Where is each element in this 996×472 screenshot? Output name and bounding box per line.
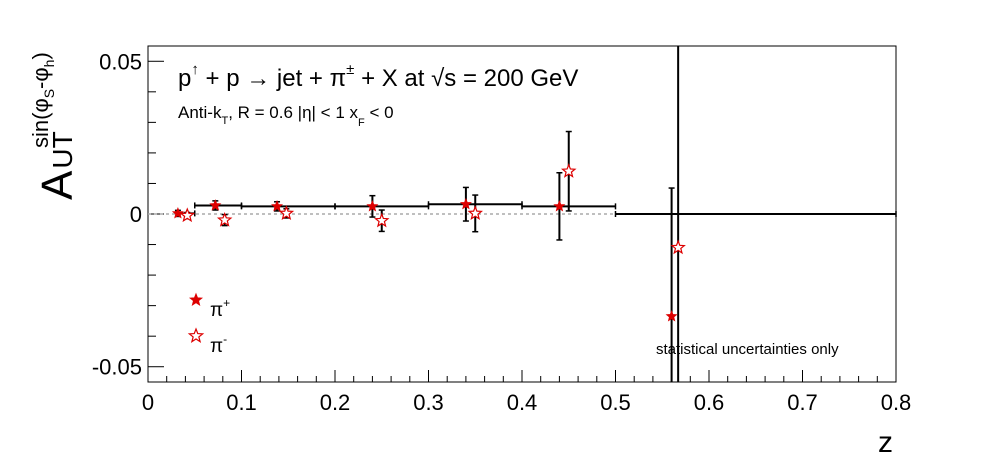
marker-pi-plus [209,199,222,211]
y-tick-label: -0.05 [92,355,142,380]
y-tick-label: 0.05 [99,49,142,74]
marker-pi-plus [366,200,379,212]
x-axis-title: z [878,426,893,459]
marker-pi-minus [670,239,686,255]
svg-text:sin(φS-φh): sin(φS-φh) [28,52,57,148]
svg-text:AUT: AUT [33,131,82,200]
marker-pi-plus [270,200,284,212]
legend-marker-pi-plus [188,292,204,306]
x-tick-label: 0 [142,390,154,415]
chart-title: p↑ + p → jet + π± + X at √s = 200 GeV [178,61,578,92]
chart-subtitle: Anti-kT, R = 0.6 |η| < 1 xF < 0 [178,103,394,129]
x-tick-label: 0.3 [413,390,444,415]
x-tick-label: 0.6 [694,390,725,415]
marker-pi-plus [553,200,566,212]
y-axis-title: AUT sin(φS-φh) [28,52,82,200]
marker-pi-minus [373,212,390,228]
x-tick-label: 0.4 [507,390,538,415]
data-markers [171,163,686,322]
legend-label-pi-plus: π+ [210,296,230,321]
legend-star-open [187,327,205,344]
legend-label-pi-minus: π- [210,332,227,357]
marker-pi-plus [459,197,472,210]
uncertainty-note: statistical uncertainties only [656,341,839,358]
marker-pi-minus [467,205,484,220]
x-tick-label: 0.8 [881,390,912,415]
marker-pi-minus [560,163,577,178]
x-tick-label: 0.2 [320,390,351,415]
marker-pi-plus [171,207,184,219]
marker-pi-minus [216,211,233,227]
y-tick-label: 0 [130,202,142,227]
legend: π+ π- [187,292,230,357]
x-tick-label: 0.1 [226,390,257,415]
marker-pi-minus [179,207,196,223]
x-tick-label: 0.5 [600,390,631,415]
marker-pi-minus [278,205,295,220]
marker-pi-plus [665,309,678,322]
legend-marker-pi-minus [187,327,205,344]
x-tick-label: 0.7 [787,390,818,415]
legend-star-filled [188,292,204,306]
